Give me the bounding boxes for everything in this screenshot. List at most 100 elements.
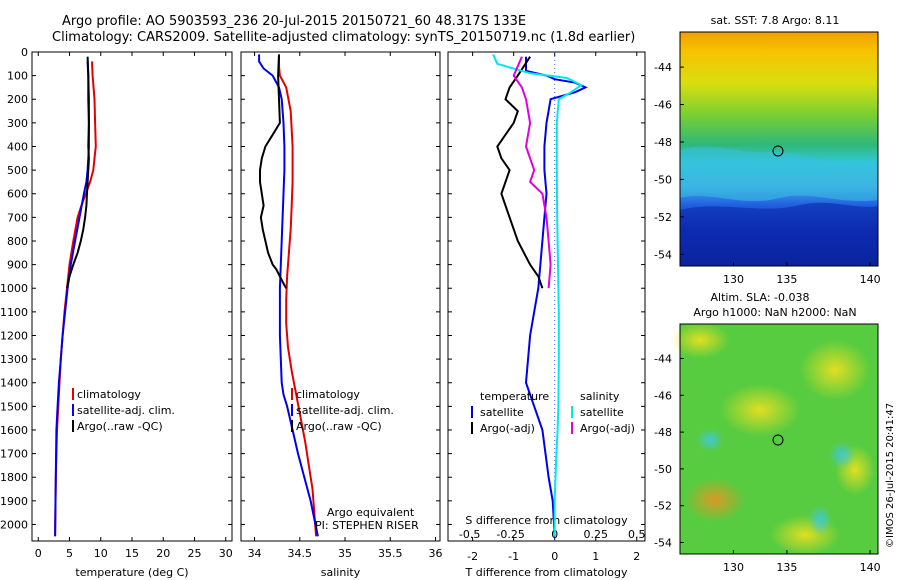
y-tick-label: 1100 bbox=[0, 306, 28, 319]
map-y-tick-label: -52 bbox=[654, 500, 672, 513]
sst-map-title: sat. SST: 7.8 Argo: 8.11 bbox=[711, 14, 840, 27]
series-line-argo-raw-qc- bbox=[66, 56, 90, 289]
annotation-argo-equivalent: Argo equivalent bbox=[327, 506, 415, 519]
legend-label: Argo(-adj) bbox=[480, 422, 535, 435]
legend-label: satellite bbox=[580, 406, 624, 419]
map-x-tick-label: 135 bbox=[776, 561, 797, 574]
x-tick-label: 35 bbox=[338, 547, 352, 560]
sst-front-band bbox=[680, 146, 878, 202]
series-line-satellite-adj-clim- bbox=[54, 61, 90, 537]
map-y-tick-label: -52 bbox=[654, 211, 672, 224]
y-tick-label: 900 bbox=[7, 259, 28, 272]
y-tick-label: 0 bbox=[21, 46, 28, 59]
y-tick-label: 300 bbox=[7, 117, 28, 130]
panel-frame bbox=[31, 51, 233, 542]
y-tick-label: 200 bbox=[7, 93, 28, 106]
series-line-salinity-argo-adj- bbox=[512, 56, 552, 289]
y-tick-label: 700 bbox=[7, 211, 28, 224]
map-y-tick-label: -54 bbox=[654, 248, 672, 261]
y-tick-label: 500 bbox=[7, 164, 28, 177]
plot-title-line2: Climatology: CARS2009. Satellite-adjuste… bbox=[52, 30, 636, 45]
y-tick-label: 1800 bbox=[0, 471, 28, 484]
series-line-temperature-argo-adj- bbox=[496, 56, 544, 289]
y-tick-label: 1900 bbox=[0, 495, 28, 508]
x-tick-label: 0 bbox=[35, 547, 42, 560]
panel-frame bbox=[447, 51, 646, 542]
x-tick-label: 35.5 bbox=[378, 547, 403, 560]
sla-anomaly-high bbox=[685, 478, 745, 522]
profile-panel-3: -2 -1 0 1 2 T difference from climatology -0.5… bbox=[447, 51, 646, 579]
sla-anomaly-high bbox=[670, 322, 730, 358]
sst-map: sat. SST: 7.8 Argo: 8.11 130 135 140 -44 -46… bbox=[654, 14, 881, 286]
secondary-x-axis-label: S difference from climatology bbox=[465, 514, 628, 527]
profile-panel-2: 34 34.5 35 35.5 36 salinity climatology satelli… bbox=[240, 51, 442, 579]
annotation-pi: PI: STEPHEN RISER bbox=[315, 519, 419, 532]
profile-panel-1: 0100200300400500600700800900100011001200… bbox=[0, 46, 233, 579]
sla-map-frame bbox=[679, 323, 879, 555]
x-tick-label: 30 bbox=[219, 547, 233, 560]
map-y-tick-label: -48 bbox=[654, 426, 672, 439]
legend-label: climatology bbox=[296, 388, 360, 401]
legend-label: satellite bbox=[480, 406, 524, 419]
y-tick-label: 1600 bbox=[0, 424, 28, 437]
sla-map-title-line2: Argo h1000: NaN h2000: NaN bbox=[693, 306, 856, 319]
x-tick-label: 5 bbox=[66, 547, 73, 560]
x-tick-label: 20 bbox=[156, 547, 170, 560]
y-tick-label: 1500 bbox=[0, 400, 28, 413]
y-tick-label: 600 bbox=[7, 188, 28, 201]
map-x-tick-label: 130 bbox=[723, 273, 744, 286]
sla-anomaly-low bbox=[696, 428, 724, 452]
sst-argo-location-marker bbox=[772, 145, 784, 157]
x-tick-label: -1 bbox=[508, 550, 519, 563]
sla-anomaly-high bbox=[720, 384, 800, 436]
legend-label: climatology bbox=[77, 388, 141, 401]
map-y-tick-label: -54 bbox=[654, 537, 672, 550]
x-tick-label: 15 bbox=[125, 547, 139, 560]
y-tick-label: 1300 bbox=[0, 353, 28, 366]
x-tick-label: 34.5 bbox=[288, 547, 313, 560]
legend-label: salinity bbox=[580, 390, 620, 403]
map-x-tick-label: 140 bbox=[860, 273, 881, 286]
legend-label: satellite-adj. clim. bbox=[296, 404, 394, 417]
sla-map-title-line1: Altim. SLA: -0.038 bbox=[710, 291, 809, 304]
series-line-climatology bbox=[278, 54, 318, 537]
series-line-temperature-satellite bbox=[524, 56, 588, 537]
x-axis-label: salinity bbox=[321, 566, 361, 579]
y-tick-label: 2000 bbox=[0, 518, 28, 531]
x-tick-label: 25 bbox=[188, 547, 202, 560]
x-tick-label: 2 bbox=[633, 550, 640, 563]
y-tick-label: 100 bbox=[7, 70, 28, 83]
legend-label: Argo(..raw -QC) bbox=[77, 420, 163, 433]
x-tick-label: -2 bbox=[467, 550, 478, 563]
y-tick-label: 1000 bbox=[0, 282, 28, 295]
series-line-argo-raw-qc- bbox=[259, 54, 288, 289]
x-tick-label: 0 bbox=[551, 550, 558, 563]
y-tick-label: 1700 bbox=[0, 448, 28, 461]
sla-map: Altim. SLA: -0.038 Argo h1000: NaN h2000… bbox=[654, 291, 881, 574]
imos-credit: ©IMOS 26-Jul-2015 20:41:47 bbox=[885, 403, 896, 548]
panel-frame bbox=[240, 51, 441, 542]
map-y-tick-label: -50 bbox=[654, 463, 672, 476]
map-y-tick-label: -46 bbox=[654, 389, 672, 402]
x-tick-label: 1 bbox=[592, 550, 599, 563]
legend-label: temperature bbox=[480, 390, 549, 403]
sst-cold-band bbox=[680, 202, 878, 266]
map-y-tick-label: -48 bbox=[654, 136, 672, 149]
sla-anomaly-low bbox=[808, 504, 832, 536]
sst-map-frame bbox=[679, 31, 879, 267]
map-y-tick-label: -44 bbox=[654, 353, 672, 366]
map-y-tick-label: -44 bbox=[654, 61, 672, 74]
plot-title-line1: Argo profile: AO 5903593_236 20-Jul-2015… bbox=[62, 14, 527, 29]
legend-label: satellite-adj. clim. bbox=[77, 404, 175, 417]
map-y-tick-label: -46 bbox=[654, 99, 672, 112]
legend-label: Argo(-adj) bbox=[580, 422, 635, 435]
y-tick-label: 400 bbox=[7, 140, 28, 153]
x-axis-label: temperature (deg C) bbox=[75, 566, 188, 579]
sla-argo-location-marker bbox=[772, 434, 784, 446]
map-x-tick-label: 140 bbox=[860, 561, 881, 574]
y-tick-label: 1400 bbox=[0, 377, 28, 390]
secondary-x-tick-label: -0.5 bbox=[459, 528, 480, 541]
secondary-x-tick-label: -0.25 bbox=[496, 528, 524, 541]
series-line-salinity-satellite bbox=[492, 53, 584, 537]
